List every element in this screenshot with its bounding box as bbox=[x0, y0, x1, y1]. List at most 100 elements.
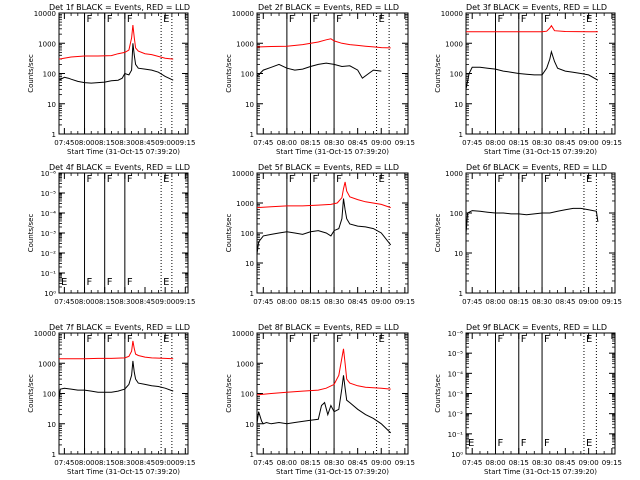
events-series-line bbox=[256, 62, 382, 79]
y-tick-label: 10⁻⁶ bbox=[448, 330, 464, 338]
y-tick-label: 10⁰ bbox=[44, 290, 56, 298]
x-axis-label: Start Time (31-Oct-15 07:39:20) bbox=[484, 148, 597, 156]
x-tick-label: 08:15 bbox=[95, 139, 115, 147]
marker-label-top: F bbox=[312, 14, 318, 25]
y-tick-label: 1000 bbox=[38, 360, 56, 368]
x-tick-label: 08:15 bbox=[509, 298, 529, 306]
y-tick-label: 10 bbox=[47, 101, 56, 109]
marker-label-top: F bbox=[497, 334, 503, 345]
y-tick-label: 100 bbox=[241, 230, 254, 238]
y-tick-label: 10 bbox=[454, 101, 463, 109]
x-tick-label: 09:15 bbox=[175, 298, 195, 306]
x-tick-label: 09:15 bbox=[602, 139, 622, 147]
x-tick-label: 08:45 bbox=[135, 459, 155, 467]
x-tick-label: 09:00 bbox=[155, 298, 175, 306]
x-tick-label: 08:00 bbox=[74, 459, 94, 467]
marker-label-top: F bbox=[289, 174, 295, 185]
marker-label-top: E bbox=[163, 174, 169, 185]
chart-title: Det 2f BLACK = Events, RED = LLD bbox=[258, 3, 399, 12]
marker-label-bottom: E bbox=[163, 277, 169, 288]
x-tick-label: 07:45 bbox=[462, 139, 482, 147]
y-tick-label: 10000 bbox=[34, 10, 56, 18]
chart-panel-3: Det 3f BLACK = Events, RED = LLD Counts/s… bbox=[434, 3, 622, 156]
chart-panel-2: Det 2f BLACK = Events, RED = LLD Counts/s… bbox=[225, 3, 415, 156]
marker-label-top: F bbox=[127, 174, 133, 185]
x-tick-label: 08:15 bbox=[509, 139, 529, 147]
events-series-line bbox=[256, 198, 392, 255]
events-series-line bbox=[58, 360, 174, 401]
x-tick-label: 07:45 bbox=[253, 298, 273, 306]
x-tick-label: 07:45 bbox=[462, 459, 482, 467]
marker-label-bottom: F bbox=[544, 438, 550, 449]
y-tick-label: 1 bbox=[250, 131, 254, 139]
x-tick-label: 09:00 bbox=[371, 459, 391, 467]
x-tick-label: 08:30 bbox=[115, 139, 135, 147]
chart-title: Det 7f BLACK = Events, RED = LLD bbox=[49, 323, 190, 332]
marker-label-top: F bbox=[87, 334, 93, 345]
x-tick-label: 09:15 bbox=[395, 459, 415, 467]
x-tick-label: 08:45 bbox=[555, 139, 575, 147]
y-tick-label: 1000 bbox=[236, 360, 254, 368]
chart-panel-7: Det 7f BLACK = Events, RED = LLD Counts/s… bbox=[27, 323, 195, 476]
marker-label-top: E bbox=[163, 334, 169, 345]
marker-label-top: E bbox=[379, 174, 385, 185]
plot-frame bbox=[256, 12, 409, 135]
x-tick-label: 09:15 bbox=[602, 459, 622, 467]
lld-series-line bbox=[59, 340, 174, 360]
plot-frame bbox=[465, 332, 616, 455]
y-tick-label: 10 bbox=[245, 101, 254, 109]
chart-title: Det 9f BLACK = Events, RED = LLD bbox=[466, 323, 607, 332]
x-tick-label: 09:00 bbox=[579, 298, 599, 306]
x-tick-label: 08:30 bbox=[532, 298, 552, 306]
x-tick-label: 08:15 bbox=[300, 298, 320, 306]
marker-label-top: F bbox=[497, 14, 503, 25]
y-axis-label: Counts/sec bbox=[225, 374, 233, 413]
marker-label-top: E bbox=[586, 174, 592, 185]
plot-frame bbox=[58, 332, 189, 455]
y-tick-label: 100 bbox=[43, 71, 56, 79]
y-tick-label: 10⁻³ bbox=[448, 391, 464, 399]
plot-frame bbox=[58, 12, 189, 135]
marker-label-top: F bbox=[336, 174, 342, 185]
marker-label-top: F bbox=[107, 174, 113, 185]
plot-frame bbox=[465, 12, 616, 135]
x-axis-label: Start Time (31-Oct-15 07:39:20) bbox=[67, 468, 180, 476]
x-axis-label: Start Time (31-Oct-15 07:39:20) bbox=[276, 468, 389, 476]
x-tick-label: 08:00 bbox=[277, 298, 297, 306]
y-tick-label: 10 bbox=[245, 260, 254, 268]
y-tick-label: 10 bbox=[454, 250, 463, 258]
y-axis-label: Counts/sec bbox=[434, 214, 442, 253]
lld-series-line bbox=[466, 24, 598, 33]
x-tick-label: 08:15 bbox=[300, 139, 320, 147]
chart-panel-6: Det 6f BLACK = Events, RED = LLD Counts/s… bbox=[434, 163, 622, 306]
marker-label-top: E bbox=[379, 334, 385, 345]
x-tick-label: 09:15 bbox=[175, 459, 195, 467]
chart-title: Det 3f BLACK = Events, RED = LLD bbox=[466, 3, 607, 12]
x-tick-label: 09:15 bbox=[602, 298, 622, 306]
chart-panel-1: Det 1f BLACK = Events, RED = LLD Counts/s… bbox=[27, 3, 195, 156]
chart-title: Det 8f BLACK = Events, RED = LLD bbox=[258, 323, 399, 332]
events-series-line bbox=[58, 43, 174, 84]
x-tick-label: 07:45 bbox=[54, 298, 74, 306]
x-tick-label: 08:15 bbox=[95, 459, 115, 467]
chart-title: Det 4f BLACK = Events, RED = LLD bbox=[49, 163, 190, 172]
y-tick-label: 100 bbox=[450, 210, 463, 218]
y-tick-label: 10⁻⁵ bbox=[41, 190, 57, 198]
x-tick-label: 08:45 bbox=[348, 459, 368, 467]
y-tick-label: 10000 bbox=[232, 330, 254, 338]
y-tick-label: 10 bbox=[245, 421, 254, 429]
x-tick-label: 08:45 bbox=[135, 139, 155, 147]
x-tick-label: 08:15 bbox=[300, 459, 320, 467]
x-tick-label: 08:00 bbox=[277, 139, 297, 147]
y-axis-label: Counts/sec bbox=[27, 54, 35, 93]
marker-label-top: E bbox=[163, 14, 169, 25]
marker-label-top: F bbox=[544, 334, 550, 345]
y-tick-label: 10000 bbox=[34, 330, 56, 338]
lld-series-line bbox=[256, 38, 391, 49]
marker-label-bottom: F bbox=[107, 277, 113, 288]
marker-label-bottom: F bbox=[497, 438, 503, 449]
marker-label-top: F bbox=[289, 14, 295, 25]
lld-series-line bbox=[58, 24, 174, 60]
y-tick-label: 1 bbox=[250, 290, 254, 298]
y-tick-label: 100 bbox=[450, 71, 463, 79]
